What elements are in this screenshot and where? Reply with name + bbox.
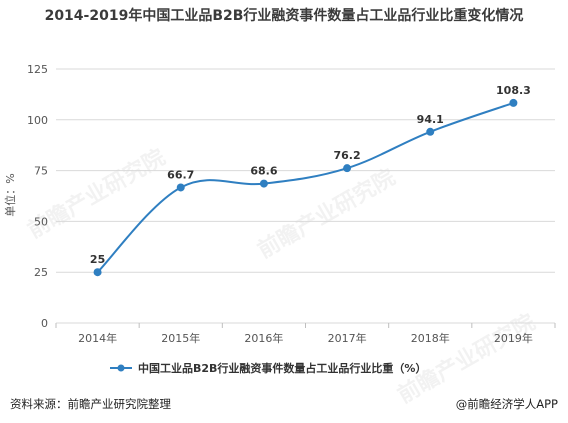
data-label: 108.3 bbox=[496, 84, 531, 97]
data-point bbox=[259, 179, 268, 188]
watermark-text: 前瞻产业研究院 bbox=[23, 144, 169, 244]
y-tick-label: 50 bbox=[34, 215, 48, 228]
y-axis-ticks: 0 25 50 75 100 125 bbox=[27, 63, 48, 330]
x-tick-label: 2018年 bbox=[411, 331, 450, 345]
brand-credit: @前瞻经济学人APP bbox=[455, 397, 558, 411]
data-point bbox=[426, 127, 435, 136]
x-axis-ticks: 2014年 2015年 2016年 2017年 2018年 2019年 bbox=[55, 323, 556, 345]
watermark-text: 前瞻产业研究院 bbox=[393, 309, 539, 409]
data-point bbox=[343, 164, 352, 173]
data-label: 25 bbox=[90, 253, 105, 266]
y-tick-label: 125 bbox=[27, 63, 48, 76]
y-tick-label: 0 bbox=[41, 317, 48, 330]
y-tick-label: 100 bbox=[27, 114, 48, 127]
series-line bbox=[96, 101, 514, 273]
x-tick-label: 2015年 bbox=[161, 331, 200, 345]
data-point bbox=[93, 268, 102, 277]
source-note: 资料来源：前瞻产业研究院整理 bbox=[10, 397, 171, 411]
x-tick-label: 2016年 bbox=[244, 331, 283, 345]
watermark-text: 前瞻产业研究院 bbox=[253, 164, 399, 264]
x-tick-label: 2014年 bbox=[78, 331, 117, 345]
data-point bbox=[176, 183, 185, 192]
y-tick-label: 75 bbox=[34, 165, 48, 178]
grid-lines bbox=[56, 68, 555, 324]
data-label: 68.6 bbox=[250, 165, 277, 178]
y-axis-label: 单位：% bbox=[3, 173, 17, 216]
legend-marker-icon bbox=[117, 364, 125, 372]
data-point bbox=[509, 98, 518, 107]
chart-title: 2014-2019年中国工业品B2B行业融资事件数量占工业品行业比重变化情况 bbox=[44, 8, 524, 24]
x-tick-label: 2019年 bbox=[494, 331, 533, 345]
legend-label: 中国工业品B2B行业融资事件数量占工业品行业比重（%） bbox=[138, 361, 426, 375]
data-label: 66.7 bbox=[167, 168, 194, 181]
series-layer: 25 66.7 68.6 76.2 94.1 108.3 bbox=[90, 84, 531, 277]
y-tick-label: 25 bbox=[34, 266, 48, 279]
data-label: 76.2 bbox=[334, 149, 361, 162]
data-label: 94.1 bbox=[417, 113, 444, 126]
x-tick-label: 2017年 bbox=[328, 331, 367, 345]
legend: 中国工业品B2B行业融资事件数量占工业品行业比重（%） bbox=[110, 361, 426, 375]
